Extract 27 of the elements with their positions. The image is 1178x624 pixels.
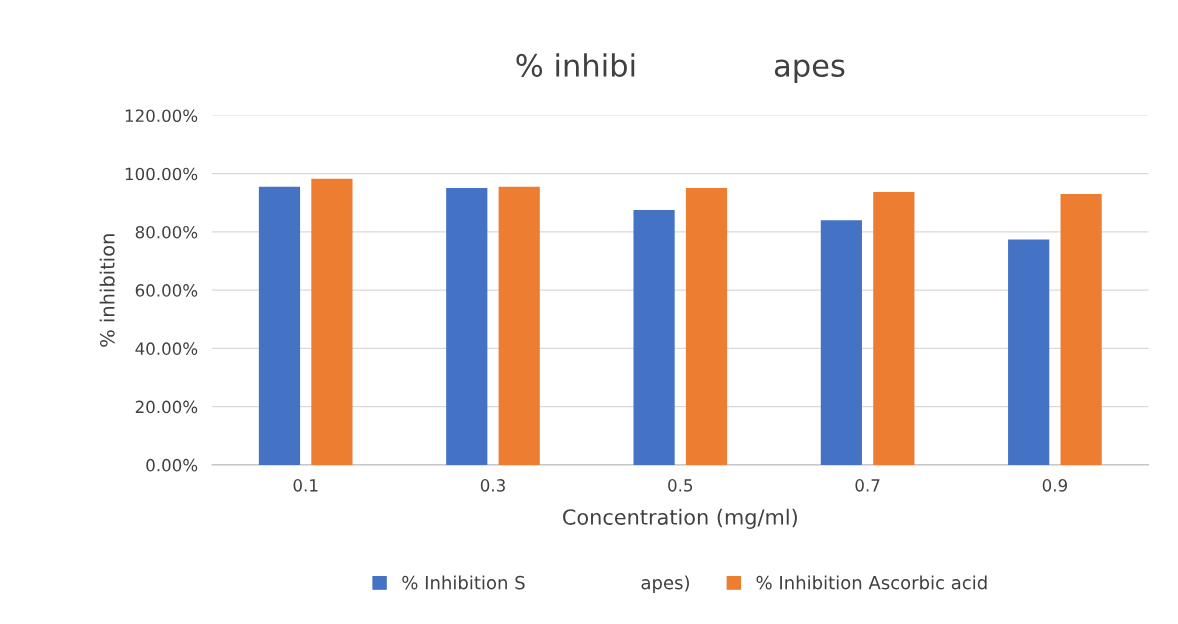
chart-title: % inhibi apes: [516, 53, 845, 83]
legend-label: % Inhibition Ascorbic acid: [756, 575, 987, 590]
y-tick-label: 120.00%: [125, 109, 198, 123]
y-tick-label: 40.00%: [135, 342, 198, 355]
bar: [1008, 239, 1050, 465]
bar: [258, 186, 301, 465]
bar: [685, 187, 728, 465]
x-tick-label: 0.9: [1042, 479, 1067, 492]
x-axis-title: Concentration (mg/ml): [563, 508, 797, 529]
legend-label: % Inhibition S apes): [402, 575, 689, 593]
y-tick-label: 0.00%: [146, 458, 198, 472]
y-tick-label: 60.00%: [135, 284, 198, 297]
bar: [633, 210, 675, 465]
bar: [311, 178, 353, 465]
y-tick-label: 80.00%: [135, 225, 198, 239]
bar: [1060, 194, 1102, 465]
bar: [820, 220, 862, 465]
x-tick-label: 0.3: [480, 479, 505, 492]
bar: [873, 192, 915, 465]
x-tick-label: 0.1: [293, 479, 318, 492]
y-tick-label: 20.00%: [135, 400, 198, 414]
x-tick-label: 0.5: [668, 479, 693, 492]
y-axis-title: % inhibition: [99, 234, 115, 347]
y-tick-label: 100.00%: [125, 167, 198, 181]
bar: [498, 186, 540, 465]
bar: [446, 187, 488, 465]
x-tick-label: 0.7: [855, 479, 880, 492]
